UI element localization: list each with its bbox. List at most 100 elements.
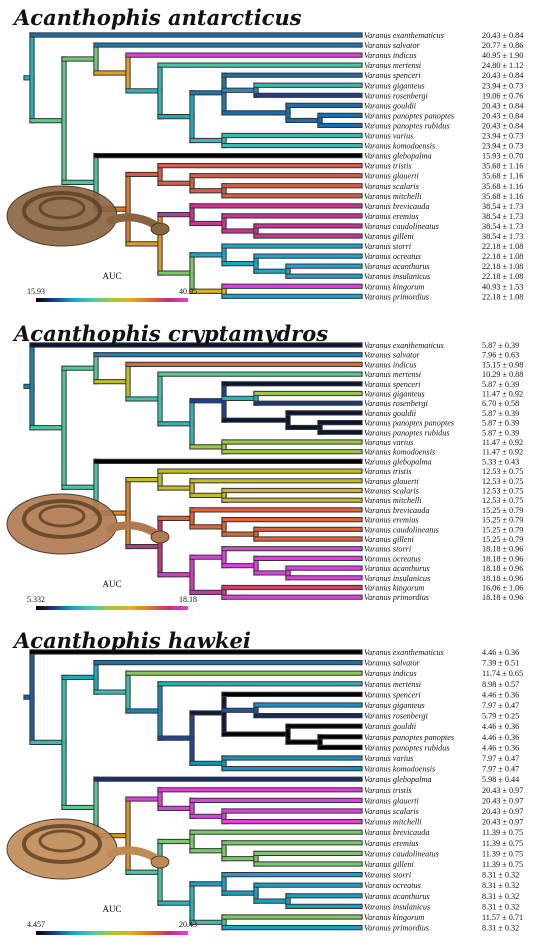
auc-value: 11.39 ± 0.75: [482, 860, 523, 869]
snake-illustration: [6, 493, 170, 555]
taxon-label: Varanus komodoensis: [364, 448, 435, 457]
panel-title: Acanthophis cryptamydros: [12, 321, 328, 346]
auc-value: 4.46 ± 0.36: [482, 722, 519, 731]
auc-value: 11.47 ± 0.92: [482, 390, 523, 399]
auc-value: 18.18 ± 0.96: [482, 593, 523, 602]
taxon-label: Varanus mertensi: [364, 61, 422, 70]
auc-value: 24.80 ± 1.12: [482, 61, 523, 70]
taxon-label: Varanus eremius: [364, 212, 419, 221]
taxon-label: Varanus storri: [364, 545, 412, 554]
taxon-label: Varanus indicus: [364, 669, 417, 678]
auc-value: 4.46 ± 0.36: [482, 733, 519, 742]
auc-value: 20.43 ± 0.97: [482, 786, 523, 795]
taxon-label: Varanus indicus: [364, 360, 417, 369]
auc-value: 16.06 ± 1.06: [482, 584, 523, 593]
auc-value: 35.68 ± 1.16: [482, 192, 523, 201]
auc-value: 15.25 ± 0.79: [482, 516, 523, 525]
taxon-label: Varanus glauerti: [364, 796, 420, 805]
auc-value: 15.25 ± 0.79: [482, 506, 523, 515]
colorbar-min-label: 15.93: [27, 287, 45, 296]
auc-value: 20.43 ± 0.84: [482, 71, 523, 80]
taxon-label: Varanus panoptes panoptes: [364, 111, 454, 120]
auc-value: 20.43 ± 0.97: [482, 818, 523, 827]
auc-value: 15.15 ± 0.98: [482, 360, 523, 369]
auc-value: 38.54 ± 1.73: [482, 202, 523, 211]
auc-value: 6.70 ± 0.58: [482, 399, 519, 408]
taxon-label: Varanus primordius: [364, 593, 429, 602]
auc-label: AUC: [102, 579, 121, 589]
taxon-label: Varanus indicus: [364, 51, 417, 60]
taxon-label: Varanus mitchelli: [364, 496, 422, 505]
colorbar: [36, 298, 188, 302]
taxon-label: Varanus gouldii: [364, 409, 417, 418]
taxon-label: Varanus panoptes panoptes: [364, 419, 454, 428]
taxon-label: Varanus caudolineatus: [364, 525, 439, 534]
taxon-label: Varanus rosenbergi: [364, 712, 428, 721]
taxon-label: Varanus salvator: [364, 41, 421, 50]
auc-value: 23.94 ± 0.73: [482, 132, 523, 141]
taxon-label: Varanus gouldii: [364, 722, 417, 731]
auc-value: 11.39 ± 0.75: [482, 849, 523, 858]
auc-value: 11.74 ± 0.65: [482, 669, 523, 678]
taxon-label: Varanus ocreatus: [364, 881, 421, 890]
taxon-label: Varanus tristis: [364, 786, 412, 795]
snake-illustration: [6, 818, 170, 880]
taxon-label: Varanus kingorum: [364, 584, 424, 593]
auc-value: 15.25 ± 0.79: [482, 525, 523, 534]
taxon-label: Varanus varius: [364, 132, 413, 141]
auc-value: 18.18 ± 0.96: [482, 564, 523, 573]
auc-value: 20.43 ± 0.97: [482, 807, 523, 816]
taxon-label: Varanus acanthurus: [364, 262, 430, 271]
tree-panel-2: Varanus exanthematicus 5.87 ± 0.39 Varanus…: [6, 321, 523, 610]
auc-value: 11.47 ± 0.92: [482, 448, 523, 457]
auc-value: 11.39 ± 0.75: [482, 839, 523, 848]
taxon-label: Varanus mitchelli: [364, 192, 422, 201]
panel-title: Acanthophis hawkei: [12, 628, 251, 653]
taxon-label: Varanus komodoensis: [364, 765, 435, 774]
taxon-label: Varanus eremius: [364, 516, 419, 525]
auc-value: 22.18 ± 1.08: [482, 252, 523, 261]
taxon-label: Varanus spenceri: [364, 380, 421, 389]
taxon-label: Varanus kingorum: [364, 913, 424, 922]
taxon-label: Varanus mitchelli: [364, 818, 422, 827]
auc-value: 18.18 ± 0.96: [482, 545, 523, 554]
taxon-label: Varanus brevicauda: [364, 202, 429, 211]
tree-panel-3: Varanus exanthematicus 4.46 ± 0.36 Varanus…: [6, 628, 523, 935]
auc-value: 5.98 ± 0.44: [482, 775, 519, 784]
auc-value: 23.94 ± 0.73: [482, 81, 523, 90]
taxon-label: Varanus exanthematicus: [364, 341, 444, 350]
taxon-label: Varanus rosenbergi: [364, 91, 428, 100]
auc-value: 20.77 ± 0.86: [482, 41, 523, 50]
taxon-label: Varanus storri: [364, 242, 412, 251]
auc-value: 12.53 ± 0.75: [482, 477, 523, 486]
taxon-label: Varanus insulanicus: [364, 902, 430, 911]
branches: [23, 342, 363, 600]
auc-value: 5.87 ± 0.39: [482, 428, 519, 437]
auc-value: 5.33 ± 0.43: [482, 457, 519, 466]
taxon-label: Varanus spenceri: [364, 71, 421, 80]
taxon-label: Varanus mertensi: [364, 680, 422, 689]
auc-value: 11.39 ± 0.75: [482, 828, 523, 837]
taxon-label: Varanus insulanicus: [364, 574, 430, 583]
taxon-label: Varanus panoptes panoptes: [364, 733, 454, 742]
auc-value: 8.31 ± 0.32: [482, 924, 519, 933]
taxon-label: Varanus varius: [364, 438, 413, 447]
auc-value: 23.94 ± 0.73: [482, 142, 523, 151]
taxon-label: Varanus acanthurus: [364, 892, 430, 901]
auc-value: 8.31 ± 0.32: [482, 881, 519, 890]
taxon-label: Varanus kingorum: [364, 282, 424, 291]
taxon-label: Varanus brevicauda: [364, 828, 429, 837]
auc-value: 40.95 ± 1.90: [482, 51, 523, 60]
taxon-label: Varanus scalaris: [364, 807, 419, 816]
taxon-label: Varanus gilleni: [364, 232, 415, 241]
taxon-label: Varanus giganteus: [364, 390, 425, 399]
colorbar-min-label: 4.457: [27, 920, 45, 929]
auc-value: 7.97 ± 0.47: [482, 765, 519, 774]
taxon-label: Varanus scalaris: [364, 487, 419, 496]
taxon-label: Varanus mertensi: [364, 370, 422, 379]
auc-value: 12.53 ± 0.75: [482, 496, 523, 505]
taxon-label: Varanus gilleni: [364, 860, 415, 869]
taxon-label: Varanus caudolineatus: [364, 222, 439, 231]
taxon-label: Varanus glauerti: [364, 172, 420, 181]
